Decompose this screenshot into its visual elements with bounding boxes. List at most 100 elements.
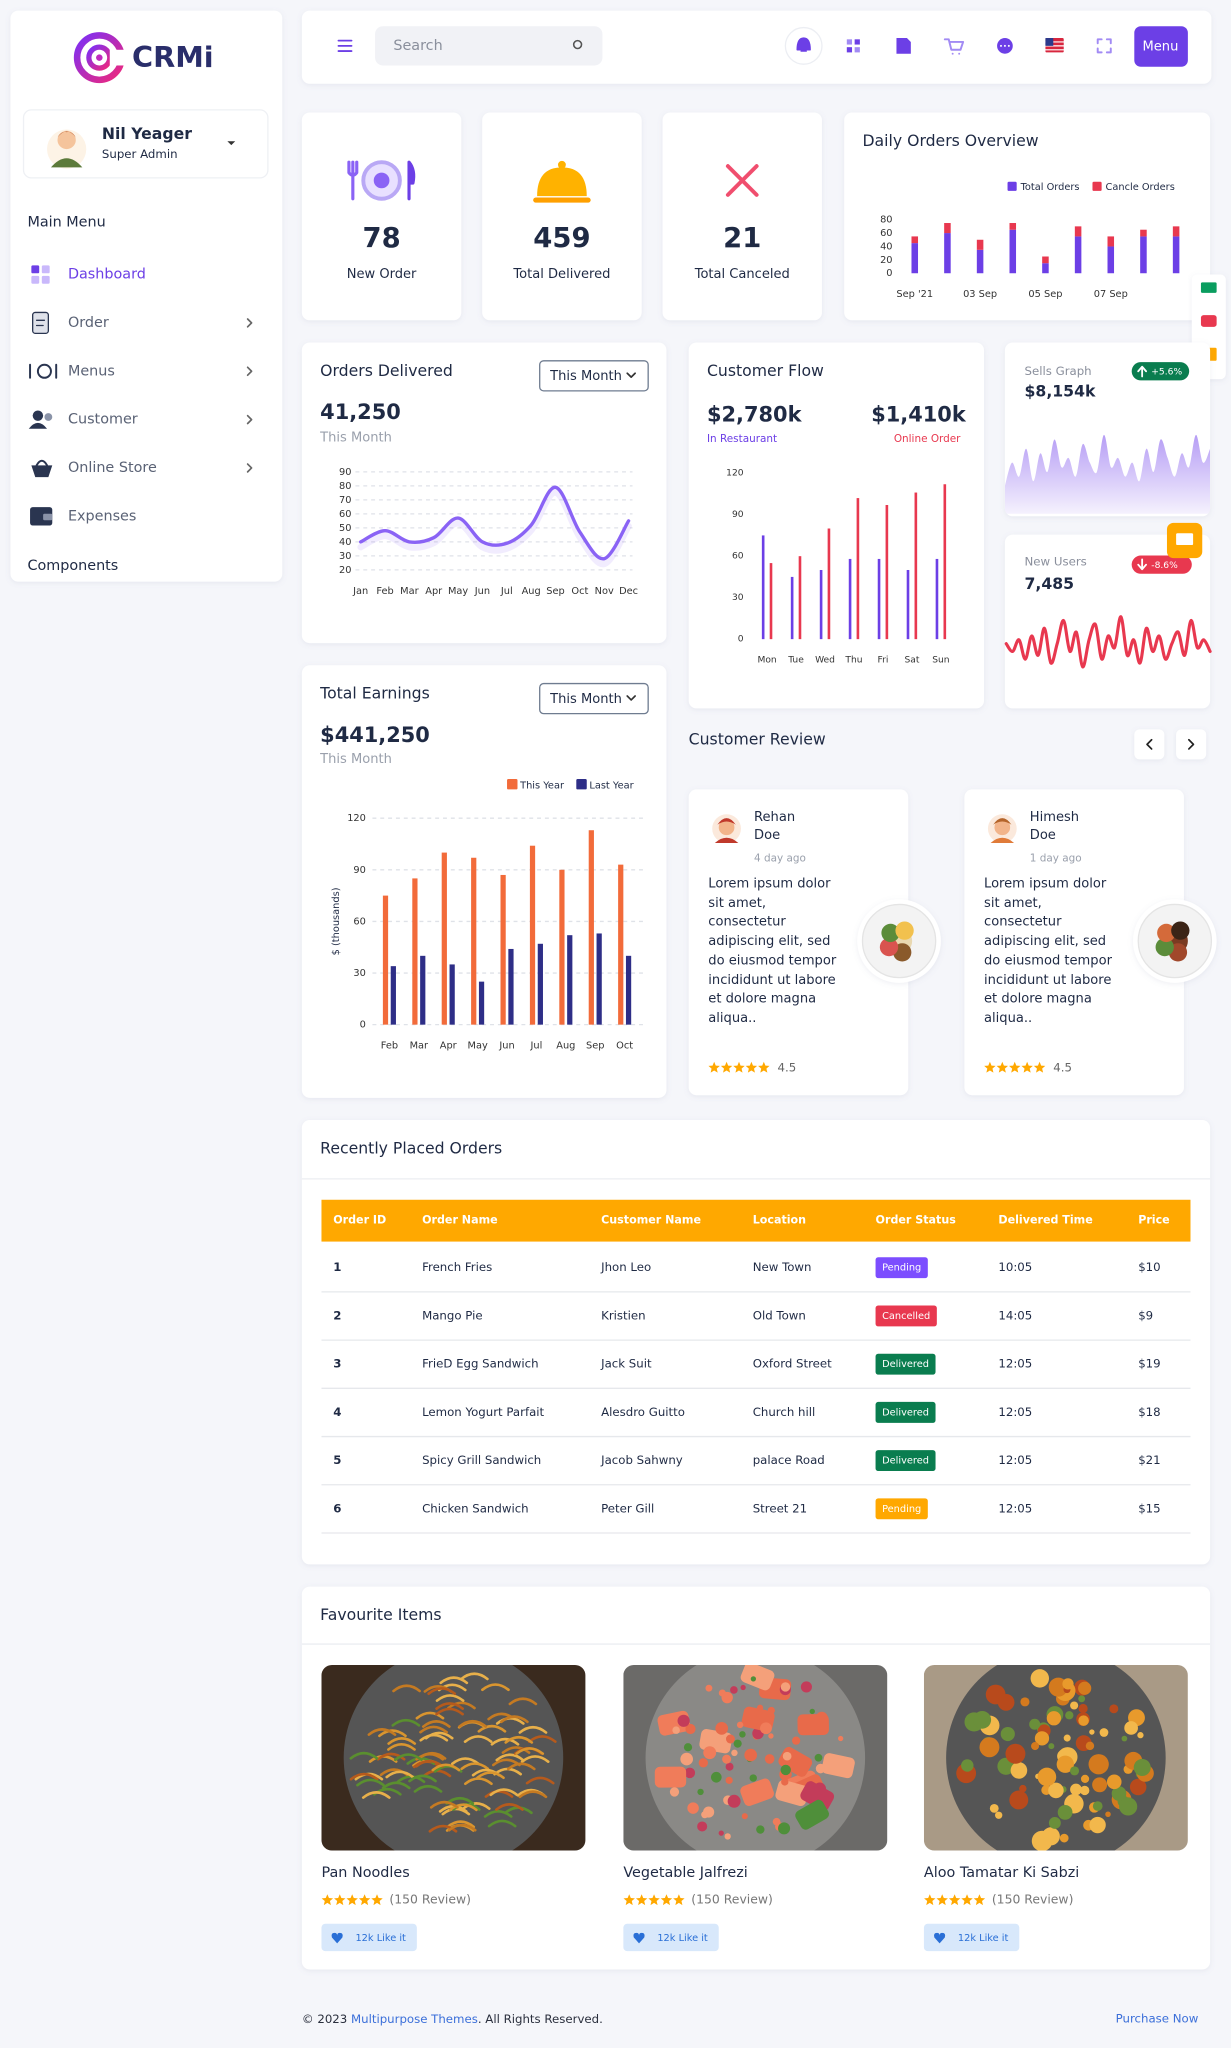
bar [911, 236, 919, 244]
table-cell: $18 [1138, 1405, 1160, 1419]
salmon [654, 1766, 687, 1788]
noodle [506, 1762, 536, 1771]
like-button[interactable] [623, 1923, 719, 1952]
review-time: 4 day ago [754, 853, 806, 865]
column-header: Delivered Time [998, 1214, 1092, 1227]
dish-food [895, 921, 914, 940]
bar [885, 504, 889, 640]
search-placeholder: Search [393, 38, 442, 54]
food-bit [749, 1774, 757, 1782]
food-bit [1037, 1767, 1057, 1787]
item-reviews: (150 Review) [992, 1892, 1074, 1907]
food-bit [1010, 1762, 1028, 1779]
salmon [740, 1664, 775, 1691]
food-bit [1137, 1732, 1144, 1739]
chevron [626, 372, 636, 378]
table-cell: 12:05 [998, 1357, 1032, 1371]
food-bit [710, 1771, 722, 1783]
stat-card [482, 112, 642, 321]
bar [827, 528, 831, 640]
noodle [446, 1820, 476, 1829]
purchase-link[interactable]: Purchase Now [1116, 2012, 1199, 2026]
food-bit [672, 1726, 680, 1734]
food-bit [697, 1788, 704, 1796]
cart-icon[interactable] [943, 38, 965, 55]
hamburger[interactable] [337, 39, 353, 53]
side-icon[interactable] [1200, 282, 1217, 293]
side-icon[interactable] [1200, 315, 1217, 327]
status-label: Delivered [882, 1456, 929, 1467]
line [1004, 615, 1212, 669]
y-tick-label: 0 [738, 635, 744, 645]
nav-button[interactable] [1134, 729, 1165, 760]
company-link[interactable]: Multipurpose Themes [351, 2012, 478, 2026]
bar [1009, 223, 1017, 230]
nav-button[interactable] [1176, 729, 1207, 760]
item-name: Aloo Tamatar Ki Sabzi [924, 1865, 1079, 1881]
table-cell: Peter Gill [601, 1501, 654, 1515]
menu-item[interactable]: Online Store [68, 460, 157, 476]
food-bit [722, 1754, 732, 1764]
x-tick-label: Mar [410, 1041, 429, 1052]
food-bit [1133, 1758, 1151, 1776]
apps-icon [854, 39, 860, 45]
menu-item[interactable]: Menus [68, 363, 115, 379]
noodle [515, 1747, 545, 1755]
y-tick-label: 40 [880, 241, 892, 252]
star [623, 1894, 635, 1906]
food-bit [979, 1737, 1000, 1758]
menu-button[interactable] [1134, 26, 1188, 67]
chevron [1188, 738, 1195, 750]
table-cell: Jack Suit [600, 1357, 652, 1371]
column-header: Order Status [876, 1214, 957, 1227]
bar [976, 239, 984, 250]
menu-item[interactable]: Customer [68, 412, 138, 428]
fullscreen-icon[interactable] [1096, 38, 1112, 54]
chart-subtitle: This Month [319, 752, 392, 767]
cancel-icon [725, 164, 759, 197]
food-bit [703, 1806, 715, 1818]
menu-item[interactable]: Order [68, 315, 109, 331]
icon [28, 422, 48, 429]
food-bit [1048, 1816, 1061, 1829]
chart-total: $441,250 [320, 723, 430, 747]
food-bit [733, 1739, 742, 1748]
chart-title: New Users [1025, 555, 1087, 569]
cloche-icon [537, 167, 587, 197]
like-button[interactable] [321, 1923, 417, 1952]
dropdown[interactable] [539, 682, 649, 715]
cloche-base [533, 197, 591, 203]
series-name: Online Order [894, 433, 961, 445]
noodle [378, 1729, 407, 1738]
noodle [476, 1771, 505, 1780]
file-icon[interactable] [896, 38, 911, 54]
dropdown[interactable] [539, 360, 649, 392]
bar [529, 845, 536, 1025]
x-tick-label: Mon [757, 656, 776, 666]
review-time: 1 day ago [1030, 853, 1082, 865]
food-bit [756, 1704, 764, 1711]
rating-stars [924, 1894, 986, 1906]
y-tick-label: 30 [339, 551, 351, 562]
bar [1140, 236, 1147, 274]
icon [35, 459, 49, 467]
bar [596, 933, 602, 1025]
noodle [367, 1728, 397, 1736]
dropdown-label: This Month [549, 692, 622, 707]
table-cell: palace Road [753, 1453, 825, 1467]
menu-item[interactable]: Expenses [68, 508, 136, 524]
float-button-icon [1176, 533, 1194, 546]
icon [44, 413, 53, 421]
like-button[interactable] [923, 1923, 1020, 1952]
noodle [376, 1752, 406, 1761]
noodle [501, 1746, 531, 1754]
food-bit [1041, 1827, 1060, 1846]
menu-item[interactable]: Dashboard [68, 267, 146, 283]
search-box[interactable] [375, 26, 603, 66]
bar [508, 948, 514, 1025]
bar [761, 535, 765, 640]
noodle [459, 1672, 489, 1681]
y-tick-label: 20 [880, 255, 892, 266]
food-bit [724, 1833, 731, 1840]
food-bit [1109, 1704, 1119, 1714]
